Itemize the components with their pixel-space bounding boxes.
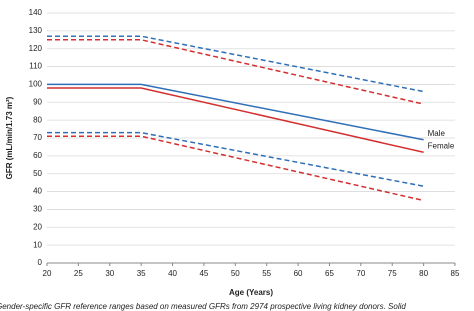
y-tick-label: 80 [33, 115, 42, 124]
y-tick-label: 110 [29, 62, 42, 71]
x-tick-label: 25 [74, 269, 83, 278]
series-line [47, 87, 424, 154]
y-tick-label: 70 [33, 133, 42, 142]
x-tick-label: 20 [43, 269, 52, 278]
x-tick-label: 40 [168, 269, 177, 278]
x-tick-label: 65 [325, 269, 334, 278]
series-line [47, 135, 424, 202]
x-tick-label: 30 [105, 269, 114, 278]
series-line [47, 35, 424, 93]
caption: Gender-specific GFR reference ranges bas… [0, 302, 406, 311]
y-tick-label: 40 [33, 187, 42, 196]
y-tick-label: 120 [29, 44, 43, 53]
series-label: Female [428, 141, 455, 150]
y-tick-label: 20 [33, 222, 42, 231]
y-tick-label: 50 [33, 169, 42, 178]
y-tick-label: 140 [29, 8, 43, 17]
x-tick-label: 60 [294, 269, 303, 278]
y-tick-label: 0 [38, 258, 43, 267]
x-axis-label: Age (Years) [229, 288, 273, 297]
y-tick-label: 10 [33, 240, 42, 249]
x-tick-label: 55 [262, 269, 271, 278]
x-tick-label: 50 [231, 269, 240, 278]
y-tick-label: 60 [33, 151, 42, 160]
x-tick-label: 85 [451, 269, 460, 278]
series-label: Male [428, 129, 446, 138]
y-tick-label: 100 [29, 80, 43, 89]
series-line [47, 83, 424, 141]
x-tick-label: 70 [356, 269, 365, 278]
y-tick-label: 130 [29, 26, 43, 35]
x-tick-label: 35 [137, 269, 146, 278]
series-line [47, 39, 424, 105]
y-tick-label: 30 [33, 205, 42, 214]
y-axis-label: GFR (mL/min/1.73 m²) [5, 96, 14, 179]
y-tick-label: 90 [33, 97, 42, 106]
x-tick-label: 80 [419, 269, 428, 278]
series-line [47, 131, 424, 187]
x-tick-label: 75 [388, 269, 397, 278]
x-tick-label: 45 [199, 269, 208, 278]
